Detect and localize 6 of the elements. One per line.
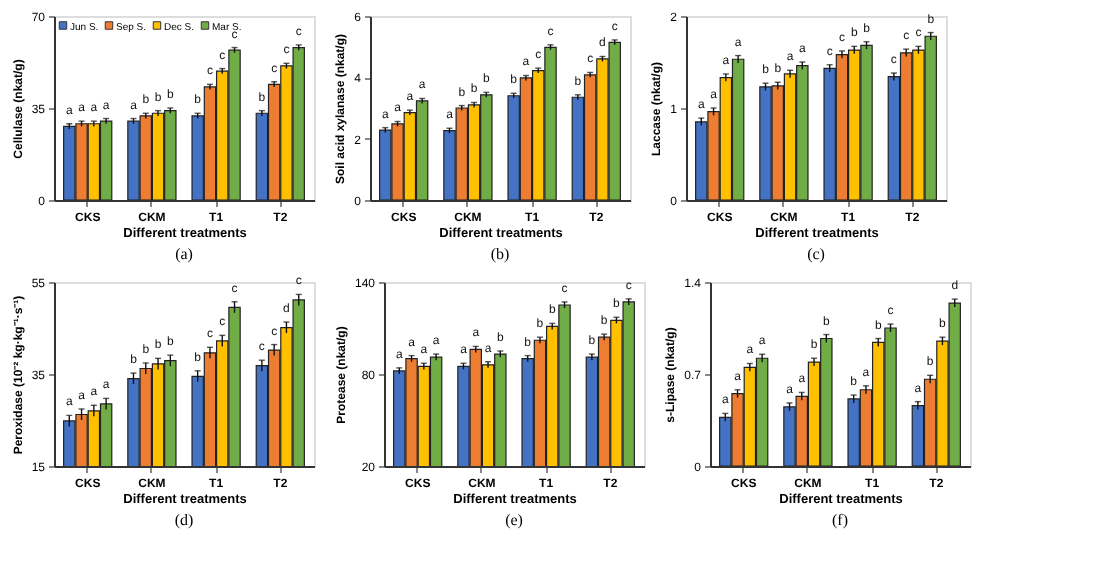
text: (e) bbox=[505, 511, 524, 529]
text: (b) bbox=[490, 245, 510, 263]
text: (c) bbox=[807, 245, 826, 263]
text: (a) bbox=[175, 245, 194, 263]
text: (f) bbox=[832, 511, 849, 529]
text: (d) bbox=[174, 511, 194, 529]
